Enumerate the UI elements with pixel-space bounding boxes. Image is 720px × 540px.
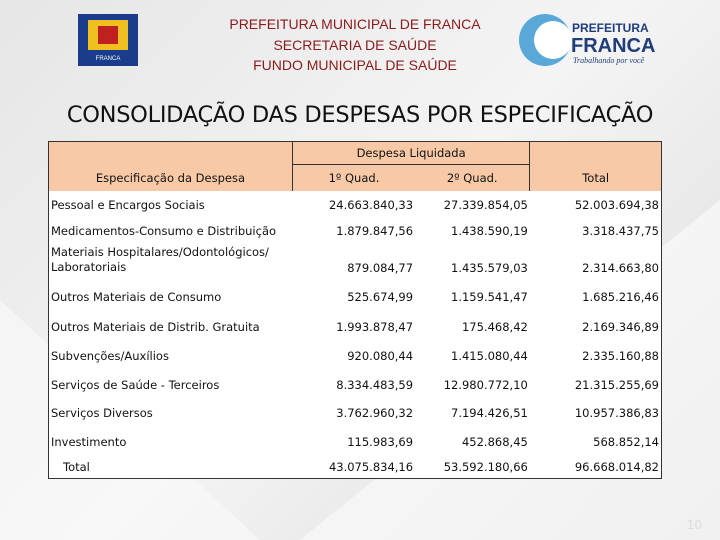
value-cell: 1.438.590,19 xyxy=(451,223,528,238)
value-cell: 568.852,14 xyxy=(593,434,659,449)
logo-slogan: Trabalhando por você xyxy=(573,56,645,65)
logo-name: FRANCA xyxy=(571,35,655,57)
value-cell: 3.762.960,32 xyxy=(336,406,414,420)
header-line: SECRETARIA DE SAÚDE xyxy=(273,37,437,53)
value-cell: 96.668.014,82 xyxy=(574,459,659,474)
row-label: Outros Materiais de Consumo xyxy=(51,289,222,304)
header-cell: Especificação da Despesa xyxy=(48,141,293,191)
row-label: Serviços Diversos xyxy=(51,406,153,420)
header-cell: 1º Quad. xyxy=(292,164,416,191)
value-cell: 452.868,45 xyxy=(461,434,528,449)
row-label: Serviços de Saúde - Terceiros xyxy=(51,377,220,392)
crest-label: FRANCA xyxy=(96,56,121,62)
value-cell: 43.075.834,16 xyxy=(328,459,414,474)
row-label: Outros Materiais de Distrib. Gratuita xyxy=(51,320,260,334)
value-cell: 1.879.847,56 xyxy=(336,223,414,238)
table-row: Materiais Hospitalares/Odontológicos/ La… xyxy=(49,243,662,281)
table-row: Serviços Diversos 3.762.960,32 7.194.426,5… xyxy=(49,399,662,428)
value-cell: 1.993.878,47 xyxy=(336,320,414,334)
table-row: Investimento 115.983,69 452.868,45 568.852,… xyxy=(49,428,662,456)
value-cell: 1.435.579,03 xyxy=(451,260,528,275)
value-cell: 12.980.772,10 xyxy=(443,377,528,392)
value-cell: 2.314.663,80 xyxy=(582,260,659,275)
value-cell: 53.592.180,66 xyxy=(443,459,528,474)
header-line: PREFEITURA MUNICIPAL DE FRANCA xyxy=(229,16,481,32)
table: Especificação da Despesa Despesa Liquida… xyxy=(48,141,662,479)
value-cell: 2.335.160,88 xyxy=(582,349,659,363)
value-cell: 1.415.080,44 xyxy=(451,349,528,363)
table-row: Outros Materiais de Consumo 525.674,99 1.1… xyxy=(49,281,662,313)
row-label: Total xyxy=(63,459,90,474)
logo-top: PREFEITURA xyxy=(572,21,649,35)
value-cell: 24.663.840,33 xyxy=(328,197,414,212)
header-cell: Despesa Liquidada xyxy=(292,141,531,165)
table-row: Pessoal e Encargos Sociais 24.663.840,33 2… xyxy=(49,191,662,219)
value-cell: 10.957.386,83 xyxy=(574,406,659,420)
value-cell: 175.468,42 xyxy=(461,320,528,334)
table-row: Serviços de Saúde - Terceiros 8.334.483,5… xyxy=(49,371,662,399)
table-row: Outros Materiais de Distrib. Gratuita 1.9… xyxy=(49,313,662,342)
table-row: Medicamentos-Consumo e Distribuição 1.879… xyxy=(49,219,662,243)
value-cell: 7.194.426,51 xyxy=(451,406,528,420)
crest-center xyxy=(98,26,118,44)
page-number: 10 xyxy=(686,518,702,532)
row-label: Materiais Hospitalares/Odontológicos/ La… xyxy=(51,244,269,274)
row-label: Subvenções/Auxílios xyxy=(51,349,169,363)
value-cell: 3.318.437,75 xyxy=(582,223,659,238)
header-cell: Total xyxy=(529,141,662,191)
value-cell: 1.159.541,47 xyxy=(451,289,528,304)
value-cell: 525.674,99 xyxy=(347,289,414,304)
value-cell: 52.003.694,38 xyxy=(574,197,659,212)
value-cell: 27.339.854,05 xyxy=(443,197,528,212)
header-line: FUNDO MUNICIPAL DE SAÚDE xyxy=(253,57,457,73)
row-label: Pessoal e Encargos Sociais xyxy=(51,197,205,212)
value-cell: 115.983,69 xyxy=(347,434,414,449)
header-cell: 2º Quad. xyxy=(415,164,531,191)
table-row: Total 43.075.834,16 53.592.180,66 96.668.01… xyxy=(49,456,662,479)
value-cell: 1.685.216,46 xyxy=(582,289,659,304)
row-label: Medicamentos-Consumo e Distribuição xyxy=(51,223,277,238)
row-label: Investimento xyxy=(51,434,127,449)
value-cell: 21.315.255,69 xyxy=(574,377,659,392)
value-cell: 8.334.483,59 xyxy=(336,377,414,392)
table-row: Subvenções/Auxílios 920.080,44 1.415.080,4… xyxy=(49,342,662,371)
title: CONSOLIDAÇÃO DAS DESPESAS POR ESPECIFICA… xyxy=(66,102,654,128)
logo-inner xyxy=(534,21,572,59)
value-cell: 879.084,77 xyxy=(347,260,414,275)
value-cell: 920.080,44 xyxy=(347,349,414,363)
value-cell: 2.169.346,89 xyxy=(582,320,659,334)
